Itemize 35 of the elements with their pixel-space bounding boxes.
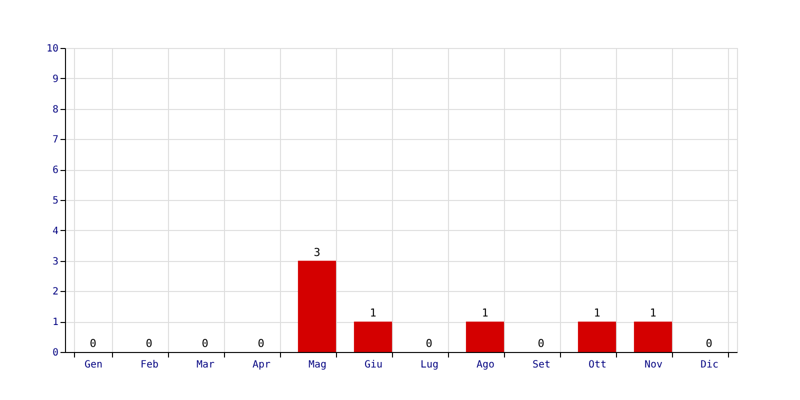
data-label: 1 xyxy=(594,306,600,320)
data-label: 0 xyxy=(538,337,544,350)
data-label: 3 xyxy=(314,246,320,259)
x-tick-label: Set xyxy=(532,360,551,370)
y-tick-label: 1 xyxy=(52,317,58,328)
y-tick-label: 2 xyxy=(52,286,58,298)
y-tick-label: 9 xyxy=(52,74,58,85)
data-label: 0 xyxy=(258,337,264,350)
x-tick-label: Lug xyxy=(420,360,439,370)
x-tick-label: Mag xyxy=(308,360,327,370)
data-label: 0 xyxy=(90,337,96,350)
x-tick-label: Feb xyxy=(140,360,159,370)
x-tick-label: Giu xyxy=(364,360,383,370)
data-label: 0 xyxy=(146,337,152,350)
x-tick-label: Gen xyxy=(84,360,103,370)
data-label: 1 xyxy=(482,306,488,320)
x-tick-label: Nov xyxy=(644,360,663,370)
data-label: 0 xyxy=(706,337,712,350)
data-label: 0 xyxy=(426,337,432,350)
x-tick-label: Dic xyxy=(700,360,719,370)
data-label: 1 xyxy=(370,306,376,320)
data-label: 1 xyxy=(650,306,656,320)
data-label: 0 xyxy=(202,337,208,350)
x-tick-label: Ago xyxy=(476,360,495,370)
y-tick-label: 0 xyxy=(52,348,58,358)
y-tick-label: 3 xyxy=(52,256,58,268)
x-tick-label: Apr xyxy=(252,360,271,370)
y-tick-label: 5 xyxy=(52,196,58,206)
x-tick-label: Ott xyxy=(588,360,607,370)
y-tick-label: 4 xyxy=(52,226,58,237)
y-tick-label: 6 xyxy=(52,165,58,176)
y-tick-label: 7 xyxy=(52,134,58,146)
y-tick-label: 10 xyxy=(46,44,58,54)
y-tick-label: 8 xyxy=(52,104,58,116)
x-tick-label: Mar xyxy=(196,360,215,370)
